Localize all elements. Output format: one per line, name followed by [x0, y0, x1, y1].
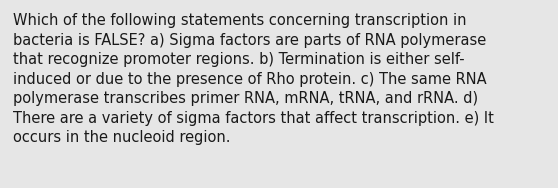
Text: Which of the following statements concerning transcription in
bacteria is FALSE?: Which of the following statements concer…	[13, 13, 494, 145]
